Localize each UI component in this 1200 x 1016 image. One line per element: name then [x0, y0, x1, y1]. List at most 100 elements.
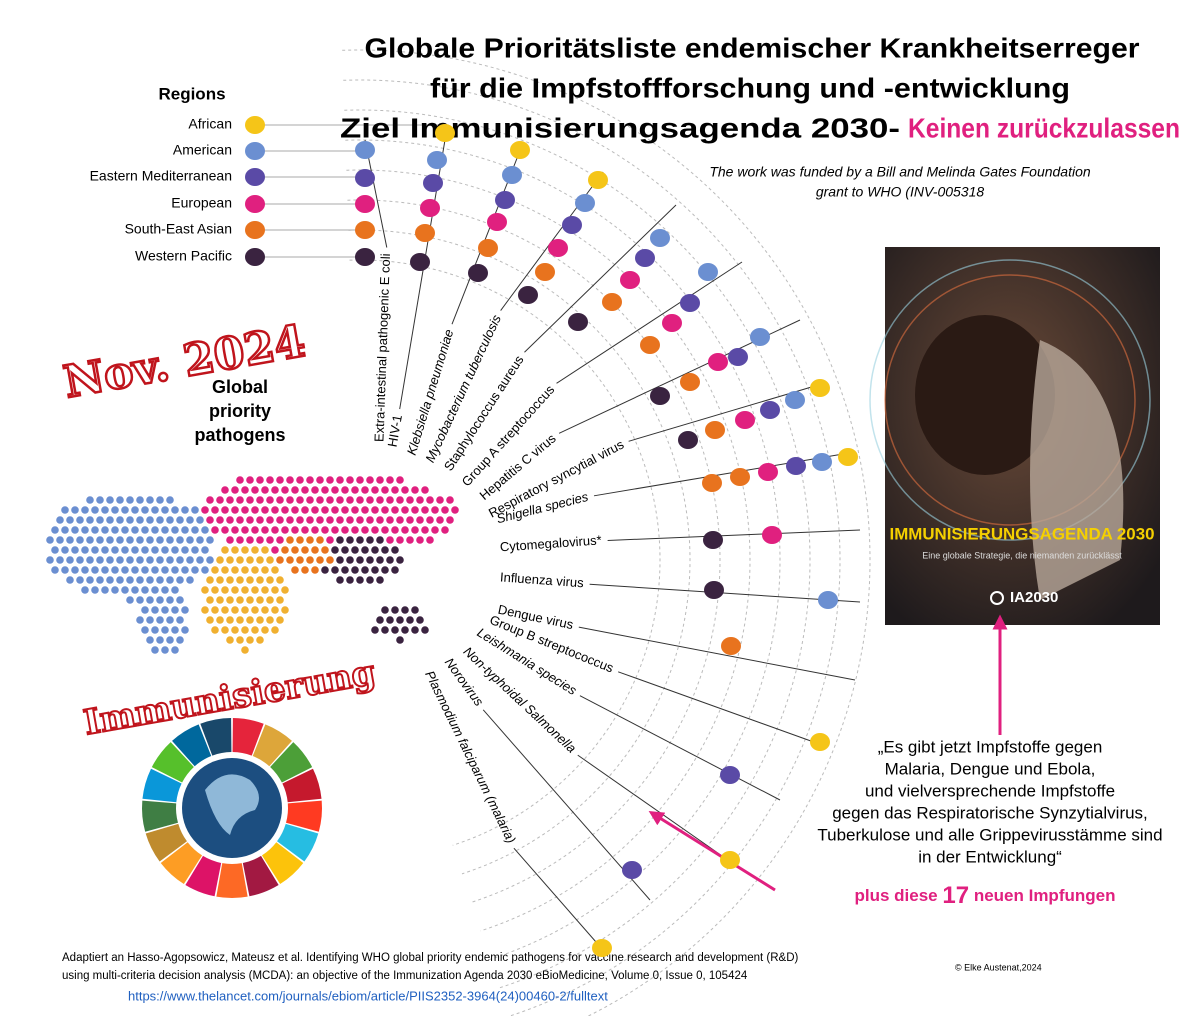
region-dot	[702, 474, 722, 492]
map-dot	[251, 606, 259, 614]
map-dot	[431, 506, 439, 514]
map-dot	[261, 606, 269, 614]
legend-label: Western Pacific	[135, 248, 232, 264]
region-dot	[355, 195, 375, 213]
map-dot	[176, 556, 184, 564]
map-dot	[151, 546, 159, 554]
map-dot	[151, 646, 159, 654]
spoke	[513, 847, 604, 951]
region-dot	[730, 468, 750, 486]
map-dot	[346, 536, 354, 544]
map-dot	[276, 556, 284, 564]
map-dot	[346, 556, 354, 564]
map-dot	[66, 516, 74, 524]
region-dot	[760, 401, 780, 419]
map-dot	[251, 526, 259, 534]
map-dot	[331, 506, 339, 514]
map-dot	[146, 636, 154, 644]
map-dot	[231, 506, 239, 514]
map-dot	[356, 496, 364, 504]
map-dot	[216, 556, 224, 564]
quote-line: „Es gibt jetzt Impfstoffe gegen	[878, 737, 1103, 756]
copyright: © Elke Austenat,2024	[955, 962, 1042, 972]
map-dot	[196, 516, 204, 524]
map-dot	[346, 576, 354, 584]
map-dot	[271, 526, 279, 534]
map-dot	[46, 556, 54, 564]
map-dot	[256, 476, 264, 484]
region-dot	[708, 353, 728, 371]
map-dot	[366, 516, 374, 524]
region-dot	[703, 531, 723, 549]
map-dot	[156, 556, 164, 564]
map-dot	[301, 526, 309, 534]
map-dot	[421, 626, 429, 634]
legend-dot	[245, 195, 265, 213]
map-dot	[226, 636, 234, 644]
map-dot	[161, 546, 169, 554]
map-dot	[46, 536, 54, 544]
cover-ring	[869, 259, 1151, 541]
map-dot	[371, 506, 379, 514]
sdg-segment	[286, 800, 322, 832]
legend-label: Eastern Mediterranean	[90, 168, 232, 184]
map-dot	[386, 516, 394, 524]
region-dot	[635, 249, 655, 267]
map-dot	[111, 526, 119, 534]
map-dot	[146, 496, 154, 504]
map-dot	[101, 526, 109, 534]
map-dot	[276, 576, 284, 584]
map-dot	[216, 496, 224, 504]
map-dot	[221, 546, 229, 554]
map-dot	[141, 546, 149, 554]
map-dot	[256, 576, 264, 584]
map-dot	[121, 586, 129, 594]
map-dot	[61, 506, 69, 514]
map-dot	[166, 556, 174, 564]
map-dot	[86, 556, 94, 564]
region-dot	[502, 166, 522, 184]
map-dot	[241, 646, 249, 654]
source: Adaptiert an Hasso-Agopsowicz, Mateusz e…	[62, 952, 799, 964]
region-dot	[568, 313, 588, 331]
map-dot	[411, 626, 419, 634]
map-dot	[166, 536, 174, 544]
legend-label: European	[171, 195, 232, 211]
map-dot	[221, 486, 229, 494]
map-dot	[206, 576, 214, 584]
map-dot	[216, 616, 224, 624]
map-dot	[376, 516, 384, 524]
region-dot	[355, 248, 375, 266]
map-dot	[326, 496, 334, 504]
map-dot	[81, 506, 89, 514]
sdg-segment	[216, 863, 248, 899]
map-dot	[161, 646, 169, 654]
map-dot	[401, 506, 409, 514]
subtitle: pathogens	[194, 425, 285, 445]
map-dot	[171, 646, 179, 654]
map-dot	[136, 616, 144, 624]
map-dot	[351, 526, 359, 534]
map-dot	[166, 496, 174, 504]
map-dot	[296, 496, 304, 504]
map-dot	[181, 546, 189, 554]
sdg-segment	[232, 718, 264, 756]
map-dot	[241, 546, 249, 554]
map-dot	[86, 496, 94, 504]
map-dot	[411, 526, 419, 534]
map-dot	[401, 526, 409, 534]
map-dot	[136, 556, 144, 564]
map-dot	[291, 526, 299, 534]
region-dot	[622, 861, 642, 879]
map-dot	[386, 476, 394, 484]
map-dot	[51, 546, 59, 554]
source-link[interactable]: https://www.thelancet.com/journals/ebiom…	[128, 988, 608, 1003]
map-dot	[411, 506, 419, 514]
map-dot	[241, 626, 249, 634]
map-dot	[206, 616, 214, 624]
map-dot	[286, 536, 294, 544]
map-dot	[286, 516, 294, 524]
map-dot	[256, 596, 264, 604]
map-dot	[126, 596, 134, 604]
